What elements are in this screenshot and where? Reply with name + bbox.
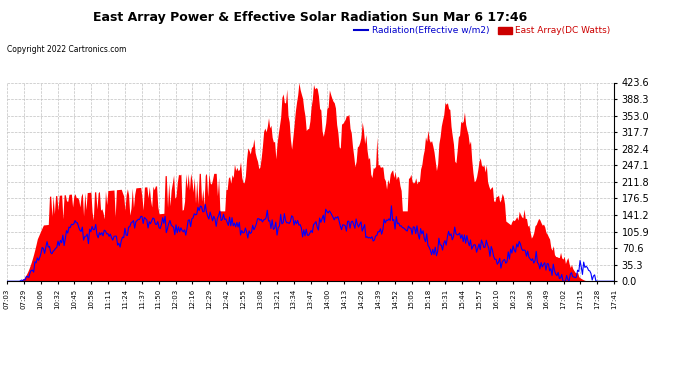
Legend: Radiation(Effective w/m2), East Array(DC Watts): Radiation(Effective w/m2), East Array(DC…: [351, 23, 614, 39]
Text: East Array Power & Effective Solar Radiation Sun Mar 6 17:46: East Array Power & Effective Solar Radia…: [93, 11, 528, 24]
Text: Copyright 2022 Cartronics.com: Copyright 2022 Cartronics.com: [7, 45, 126, 54]
